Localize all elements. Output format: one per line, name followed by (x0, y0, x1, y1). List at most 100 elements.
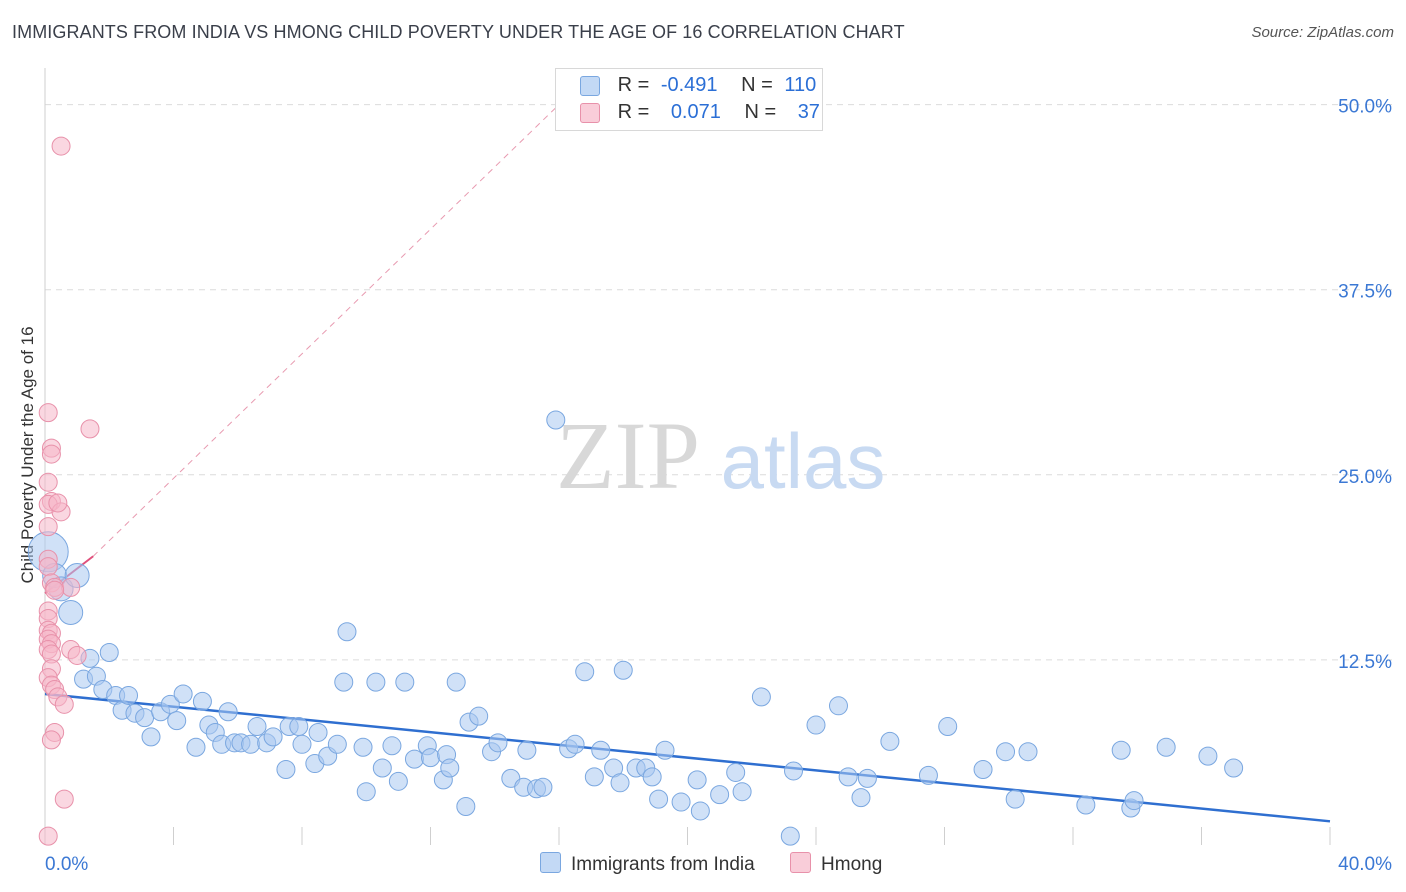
india-point (388, 771, 408, 791)
india-point (241, 734, 261, 754)
legend-row-hmong: R = 0.071 N = 37 (580, 101, 820, 127)
hmong-point (80, 419, 100, 439)
india-point (851, 788, 871, 808)
india-point (1076, 795, 1096, 815)
india-point (247, 717, 267, 737)
india-point (533, 777, 553, 797)
india-point (353, 737, 373, 757)
india-point (918, 765, 938, 785)
bottom-legend-swatch-india (540, 852, 561, 873)
y-tick-label: 50.0% (1338, 97, 1392, 118)
legend-r-label: R = (617, 101, 650, 123)
legend: R = -0.491 N = 110 R = 0.071 N = 37 (555, 68, 823, 131)
hmong-point (51, 136, 71, 156)
hmong-trend-extension (92, 104, 560, 557)
india-point (456, 797, 476, 816)
legend-n-label: N = (744, 101, 777, 123)
tick-labels: 12.5% 25.0% 37.5% 50.0% 0.0% 40.0% (45, 97, 1392, 875)
india-point (404, 749, 424, 769)
india-point (263, 727, 283, 747)
india-point (857, 768, 877, 788)
hmong-point (61, 577, 81, 597)
india-point (135, 708, 155, 728)
hmong-point (45, 580, 65, 600)
legend-n-value: 37 (797, 101, 820, 123)
hmong-point (38, 403, 58, 423)
chart-title: IMMIGRANTS FROM INDIA VS HMONG CHILD POV… (12, 22, 905, 42)
india-point (141, 727, 161, 747)
hmong-point (41, 730, 61, 750)
hmong-point (54, 694, 74, 714)
legend-row-india: R = -0.491 N = 110 (580, 74, 816, 100)
india-point (58, 600, 84, 626)
legend-swatch-hmong (580, 102, 600, 123)
india-point (710, 785, 730, 805)
data-points (27, 136, 1244, 846)
india-point (327, 734, 347, 754)
india-point (828, 696, 848, 716)
watermark-zip: ZIP (556, 402, 700, 509)
hmong-point (38, 826, 58, 846)
india-point (565, 734, 585, 754)
india-point (690, 801, 710, 821)
india-point (292, 734, 312, 754)
india-point (276, 759, 296, 779)
india-point (642, 767, 662, 787)
y-tick-label: 25.0% (1338, 467, 1392, 488)
bottom-legend-india: Immigrants from India (540, 852, 755, 876)
india-point (996, 742, 1016, 762)
india-point (973, 759, 993, 779)
hmong-point (41, 444, 61, 464)
legend-n-label: N = (741, 74, 773, 96)
india-point (186, 737, 206, 757)
india-point (395, 672, 415, 692)
india-point (99, 643, 119, 662)
india-point (610, 773, 630, 793)
india-point (308, 722, 328, 742)
bottom-legend-label-hmong: Hmong (821, 854, 883, 875)
india-point (584, 767, 604, 787)
legend-swatch-india (580, 75, 600, 96)
india-point (337, 622, 357, 642)
india-point (160, 694, 180, 714)
india-point (1005, 789, 1025, 809)
bottom-legend: Immigrants from India Hmong (540, 852, 912, 876)
india-point (546, 410, 566, 430)
india-point (173, 684, 193, 704)
india-point (671, 792, 691, 812)
india-point (446, 672, 466, 692)
india-point (649, 789, 669, 809)
india-point (687, 770, 707, 790)
legend-r-value: -0.491 (660, 74, 718, 96)
y-tick-label: 12.5% (1338, 652, 1392, 673)
hmong-point (67, 645, 87, 665)
hmong-point (48, 493, 68, 513)
x-tick-label: 0.0% (45, 854, 88, 875)
india-point (218, 702, 238, 722)
india-point (382, 736, 402, 756)
y-tick-label: 37.5% (1338, 282, 1392, 303)
india-point (488, 733, 508, 753)
india-point (938, 717, 958, 737)
bottom-legend-label-india: Immigrants from India (571, 854, 755, 875)
india-point (421, 748, 440, 768)
india-point (726, 762, 746, 782)
x-tick-label: 40.0% (1338, 854, 1392, 875)
india-point (732, 782, 752, 802)
india-point (1156, 737, 1176, 757)
india-point (440, 758, 460, 778)
bottom-legend-swatch-hmong (790, 852, 812, 873)
india-point (655, 740, 675, 760)
watermark-atlas: atlas (721, 417, 886, 505)
india-trend-line (44, 692, 1331, 823)
india-point (289, 717, 309, 737)
legend-r-value: 0.071 (670, 101, 721, 123)
india-point (356, 782, 376, 802)
india-point (591, 740, 611, 760)
india-point (1124, 791, 1144, 811)
hmong-point (38, 517, 58, 537)
legend-r-label: R = (617, 74, 650, 96)
india-point (517, 740, 537, 760)
india-point (806, 715, 826, 735)
